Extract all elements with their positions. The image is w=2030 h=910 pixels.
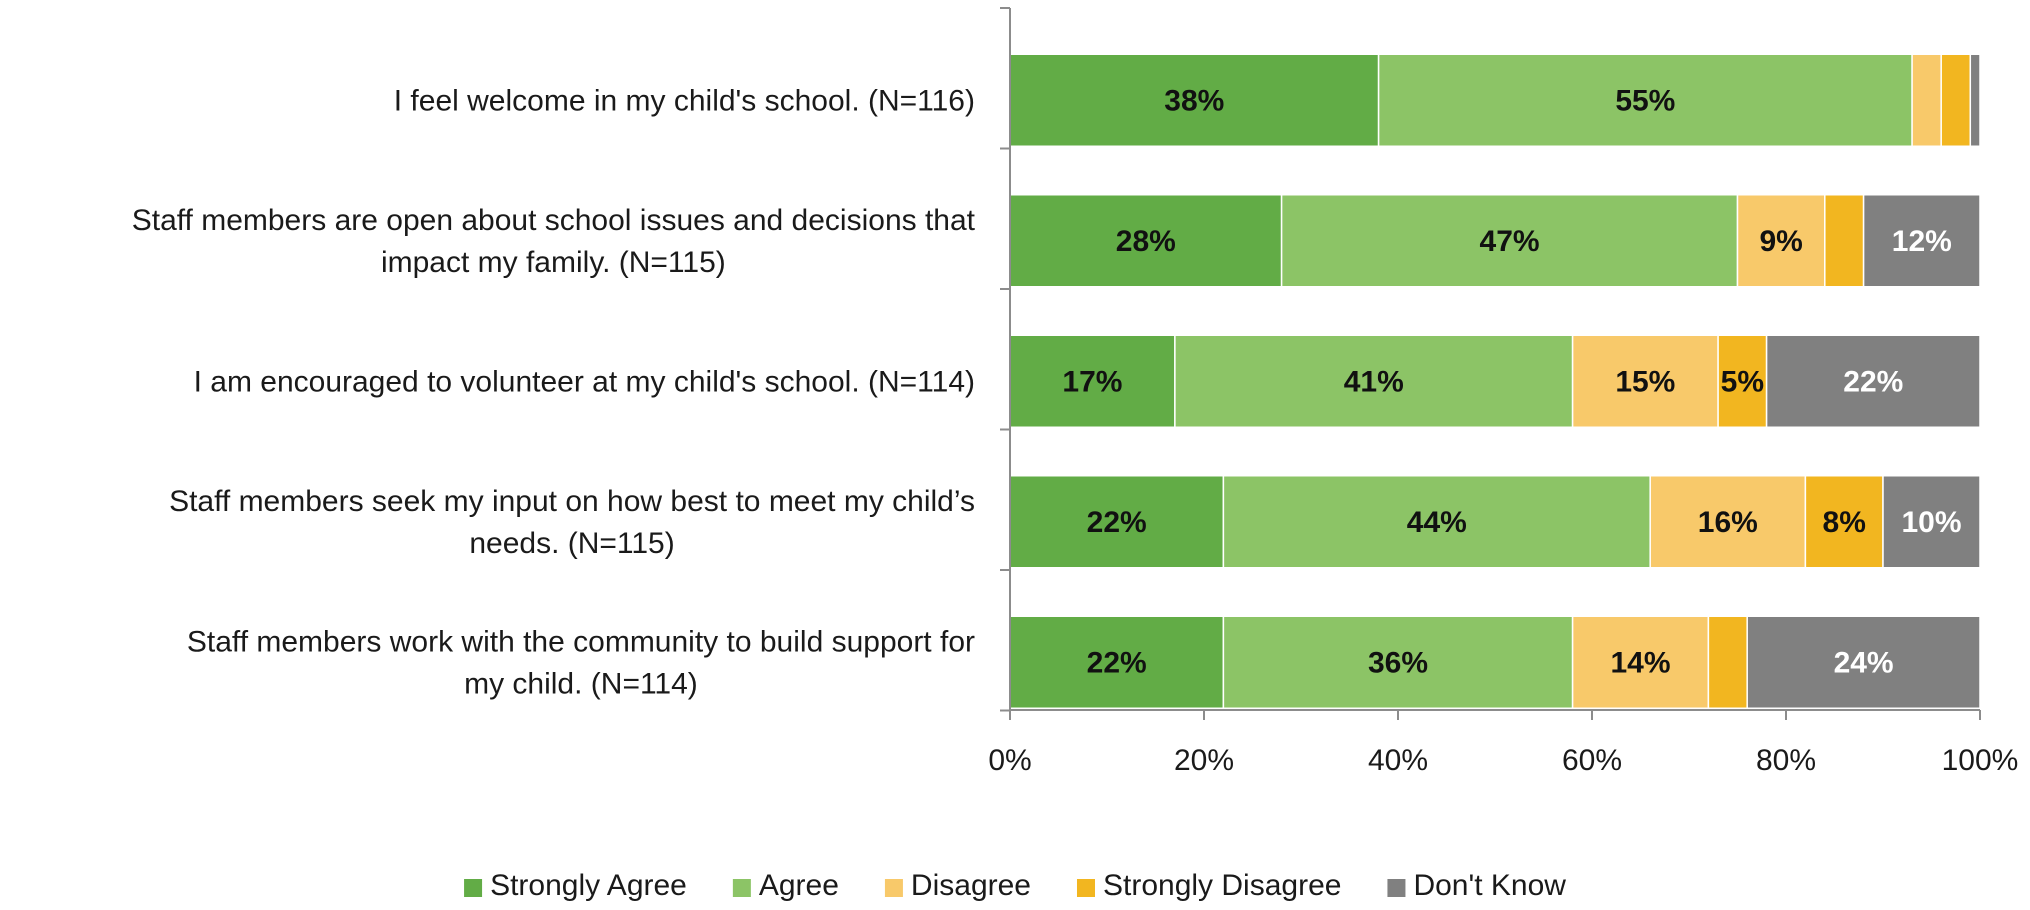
bar-segment-1-2: [1377, 53, 1913, 147]
bar-segment-3-3: [1571, 334, 1719, 428]
bar-segment-5-5: [1746, 615, 1981, 709]
bar-segment-3-5: [1765, 334, 1981, 428]
legend-label: Don't Know: [1413, 869, 1566, 902]
x-tick-label-60pct: 60%: [1562, 744, 1622, 777]
bar-segment-5-4: [1707, 615, 1748, 709]
legend-item-5: Don't Know: [1387, 869, 1566, 902]
legend-swatch: [1387, 879, 1406, 897]
bar-segment-2-1: [1009, 194, 1283, 288]
bar-segment-3-4: [1717, 334, 1768, 428]
x-tick-label-0pct: 0%: [988, 744, 1031, 777]
data-label-3-1: 17%: [1062, 365, 1122, 398]
data-label-4-1: 22%: [1087, 506, 1147, 539]
axes-group: [1000, 7, 1981, 720]
bar-segment-5-1: [1009, 615, 1225, 709]
data-label-4-2: 44%: [1407, 506, 1467, 539]
bar-segment-1-5: [1969, 53, 1981, 147]
bar-segment-4-1: [1009, 475, 1225, 569]
data-label-4-5: 10%: [1901, 506, 1961, 539]
bars-group: 38% 55% 28% 47% 9% 12% 17% 41% 15% 5% 22% 22% 44% 16%…: [1009, 53, 1981, 709]
bar-segment-2-2: [1280, 194, 1739, 288]
data-label-3-4: 5%: [1721, 365, 1764, 398]
data-label-5-3: 14%: [1610, 646, 1670, 679]
legend-item-3: Disagree: [884, 869, 1031, 902]
data-label-1-1: 38%: [1164, 84, 1224, 117]
bar-segment-1-1: [1009, 53, 1380, 147]
data-label-4-4: 8%: [1823, 506, 1866, 539]
legend: Strongly Agree Agree Disagree Strongly Disa…: [464, 869, 1566, 902]
data-label-5-5: 24%: [1834, 646, 1894, 679]
legend-swatch: [464, 879, 483, 897]
data-label-2-5: 12%: [1892, 225, 1952, 258]
data-label-2-3: 9%: [1759, 225, 1802, 258]
legend-label: Disagree: [911, 869, 1031, 902]
data-label-3-2: 41%: [1344, 365, 1404, 398]
data-label-3-5: 22%: [1843, 365, 1903, 398]
x-tick-label-20pct: 20%: [1174, 744, 1234, 777]
bar-segment-5-2: [1222, 615, 1574, 709]
legend-item-2: Agree: [732, 869, 839, 902]
legend-label: Strongly Agree: [490, 869, 687, 902]
category-label-1: I feel welcome in my child's school. (N=…: [394, 84, 975, 117]
bar-segment-5-3: [1571, 615, 1710, 709]
legend-label: Agree: [759, 869, 839, 902]
bar-segment-2-5: [1862, 194, 1981, 288]
bar-segment-4-2: [1222, 475, 1651, 569]
category-label-5: Staff members work with the community to…: [187, 625, 975, 700]
bar-segment-2-3: [1736, 194, 1826, 288]
legend-item-4: Strongly Disagree: [1076, 869, 1341, 902]
bar-segment-2-4: [1824, 194, 1865, 288]
legend-swatch: [1076, 879, 1095, 897]
data-label-5-2: 36%: [1368, 646, 1428, 679]
x-tick-labels: 0% 20% 40% 60% 80% 100%: [988, 744, 2018, 777]
data-label-3-3: 15%: [1615, 365, 1675, 398]
bar-segment-1-3: [1911, 53, 1942, 147]
bar-segment-3-1: [1009, 334, 1176, 428]
legend-label: Strongly Disagree: [1103, 869, 1341, 902]
bar-segment-4-3: [1649, 475, 1807, 569]
bar-segment-1-4: [1940, 53, 1972, 147]
data-label-2-1: 28%: [1116, 225, 1176, 258]
legend-item-1: Strongly Agree: [464, 869, 687, 902]
category-label-4: Staff members seek my input on how best …: [169, 485, 975, 560]
data-label-1-2: 55%: [1615, 84, 1675, 117]
legend-swatch: [884, 879, 903, 897]
category-label-3: I am encouraged to volunteer at my child…: [194, 365, 975, 398]
bar-segment-4-5: [1882, 475, 1981, 569]
data-label-2-2: 47%: [1480, 225, 1540, 258]
x-tick-label-80pct: 80%: [1756, 744, 1816, 777]
data-label-5-1: 22%: [1087, 646, 1147, 679]
legend-swatch: [732, 879, 751, 897]
x-tick-label-100pct: 100%: [1942, 744, 2019, 777]
data-label-4-3: 16%: [1698, 506, 1758, 539]
bar-segment-3-2: [1174, 334, 1574, 428]
category-labels: I feel welcome in my child's school. (N=…: [132, 84, 976, 700]
x-tick-label-40pct: 40%: [1368, 744, 1428, 777]
category-label-2: Staff members are open about school issu…: [132, 204, 976, 279]
